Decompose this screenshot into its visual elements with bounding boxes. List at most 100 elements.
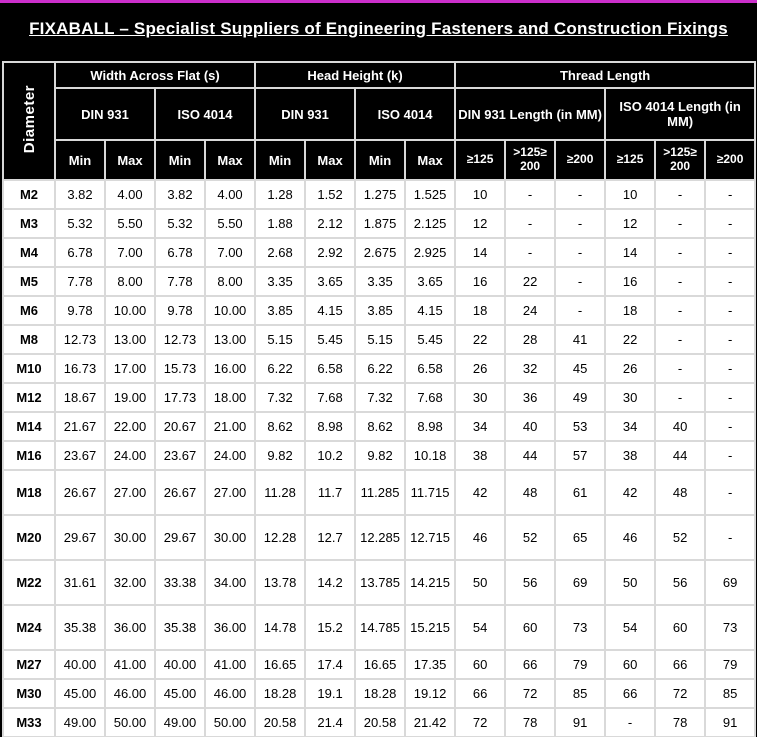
diameter-header-label: Diameter bbox=[20, 85, 38, 154]
diameter-cell: M24 bbox=[2, 604, 56, 651]
diameter-cell: M6 bbox=[2, 295, 56, 326]
value-cell: - bbox=[654, 295, 707, 326]
value-cell: - bbox=[654, 266, 707, 297]
value-cell: - bbox=[554, 208, 607, 239]
table-row: M30 45.00 46.00 45.00 46.00 18.28 19.1 18.28 19.… bbox=[2, 678, 757, 709]
value-cell: 34 bbox=[604, 411, 657, 442]
value-cell: 32.00 bbox=[104, 559, 156, 606]
value-cell: - bbox=[554, 266, 607, 297]
col-header-ge200: ≥200 bbox=[554, 139, 607, 181]
value-cell: 32 bbox=[504, 353, 557, 384]
value-cell: 13.00 bbox=[104, 324, 156, 355]
value-cell: 60 bbox=[654, 604, 707, 651]
table-row: M12 18.67 19.00 17.73 18.00 7.32 7.68 7.32 7.68 3… bbox=[2, 382, 757, 413]
value-cell: - bbox=[604, 707, 657, 737]
value-cell: 4.00 bbox=[203, 179, 257, 210]
diameter-cell: M8 bbox=[2, 324, 56, 355]
value-cell: 5.32 bbox=[54, 208, 106, 239]
value-cell: 1.275 bbox=[354, 179, 407, 210]
value-cell: 29.67 bbox=[54, 514, 106, 561]
table-row: M2 3.82 4.00 3.82 4.00 1.28 1.52 1.275 1.525 10- -… bbox=[2, 179, 757, 210]
value-cell: 11.7 bbox=[304, 469, 357, 516]
value-cell: 10.18 bbox=[404, 440, 457, 471]
value-cell: 21.67 bbox=[54, 411, 106, 442]
value-cell: 20.58 bbox=[354, 707, 407, 737]
value-cell: 21.00 bbox=[203, 411, 257, 442]
value-cell: 4.15 bbox=[304, 295, 357, 326]
value-cell: 12.73 bbox=[154, 324, 206, 355]
value-cell: 44 bbox=[504, 440, 557, 471]
value-cell: - bbox=[704, 179, 757, 210]
value-cell: 49 bbox=[554, 382, 607, 413]
value-cell: 16.73 bbox=[54, 353, 106, 384]
value-cell: - bbox=[654, 324, 707, 355]
value-cell: - bbox=[504, 179, 557, 210]
value-cell: - bbox=[704, 295, 757, 326]
value-cell: 6.78 bbox=[154, 237, 206, 268]
value-cell: 48 bbox=[654, 469, 707, 516]
value-cell: 85 bbox=[554, 678, 607, 709]
value-cell: 17.00 bbox=[104, 353, 156, 384]
value-cell: 50.00 bbox=[104, 707, 156, 737]
value-cell: 46 bbox=[604, 514, 657, 561]
value-cell: 48 bbox=[504, 469, 557, 516]
value-cell: 66 bbox=[604, 678, 657, 709]
value-cell: 40.00 bbox=[154, 649, 206, 680]
value-cell: 10 bbox=[604, 179, 657, 210]
value-cell: 72 bbox=[504, 678, 557, 709]
value-cell: 60 bbox=[604, 649, 657, 680]
value-cell: 17.73 bbox=[154, 382, 206, 413]
value-cell: 6.22 bbox=[354, 353, 407, 384]
value-cell: 40 bbox=[504, 411, 557, 442]
value-cell: 72 bbox=[654, 678, 707, 709]
value-cell: 30.00 bbox=[104, 514, 156, 561]
value-cell: 22.00 bbox=[104, 411, 156, 442]
standard-header-tl-din931: DIN 931 Length (in MM) bbox=[454, 87, 607, 141]
value-cell: 27.00 bbox=[203, 469, 257, 516]
value-cell: 12.715 bbox=[404, 514, 457, 561]
value-cell: 17.4 bbox=[304, 649, 357, 680]
value-cell: 19.00 bbox=[104, 382, 156, 413]
value-cell: 50 bbox=[454, 559, 507, 606]
table-row: M20 29.67 30.00 29.67 30.00 12.28 12.7 12.285 12… bbox=[2, 514, 757, 561]
col-header-ge125: ≥125 bbox=[604, 139, 657, 181]
value-cell: - bbox=[704, 469, 757, 516]
value-cell: 2.125 bbox=[404, 208, 457, 239]
value-cell: 41 bbox=[554, 324, 607, 355]
value-cell: 45 bbox=[554, 353, 607, 384]
value-cell: 13.785 bbox=[354, 559, 407, 606]
value-cell: 8.98 bbox=[404, 411, 457, 442]
table-row: M16 23.67 24.00 23.67 24.00 9.82 10.2 9.82 10.18… bbox=[2, 440, 757, 471]
value-cell: 12 bbox=[454, 208, 507, 239]
value-cell: 1.875 bbox=[354, 208, 407, 239]
value-cell: 13.78 bbox=[254, 559, 307, 606]
value-cell: 9.82 bbox=[254, 440, 307, 471]
value-cell: 40 bbox=[654, 411, 707, 442]
diameter-cell: M4 bbox=[2, 237, 56, 268]
value-cell: 26 bbox=[454, 353, 507, 384]
value-cell: 1.28 bbox=[254, 179, 307, 210]
table-row: M3 5.32 5.50 5.32 5.50 1.88 2.12 1.875 2.125 12- -… bbox=[2, 208, 757, 239]
value-cell: 11.285 bbox=[354, 469, 407, 516]
value-cell: 14.78 bbox=[254, 604, 307, 651]
value-cell: 16.65 bbox=[254, 649, 307, 680]
value-cell: 36 bbox=[504, 382, 557, 413]
value-cell: 24.00 bbox=[104, 440, 156, 471]
standard-header-waf-din931: DIN 931 bbox=[54, 87, 156, 141]
value-cell: 6.22 bbox=[254, 353, 307, 384]
value-cell: 22 bbox=[504, 266, 557, 297]
value-cell: 91 bbox=[704, 707, 757, 737]
value-cell: 5.32 bbox=[154, 208, 206, 239]
value-cell: 34 bbox=[454, 411, 507, 442]
value-cell: 21.42 bbox=[404, 707, 457, 737]
value-cell: 5.45 bbox=[404, 324, 457, 355]
group-header-head-height: Head Height (k) bbox=[254, 61, 457, 89]
table-row: M6 9.78 10.00 9.78 10.00 3.85 4.15 3.85 4.15 18 24… bbox=[2, 295, 757, 326]
diameter-cell: M22 bbox=[2, 559, 56, 606]
value-cell: 3.82 bbox=[54, 179, 106, 210]
value-cell: - bbox=[704, 208, 757, 239]
value-cell: 12.7 bbox=[304, 514, 357, 561]
col-header-max: Max bbox=[304, 139, 357, 181]
value-cell: 42 bbox=[604, 469, 657, 516]
group-header-thread-length: Thread Length bbox=[454, 61, 757, 89]
